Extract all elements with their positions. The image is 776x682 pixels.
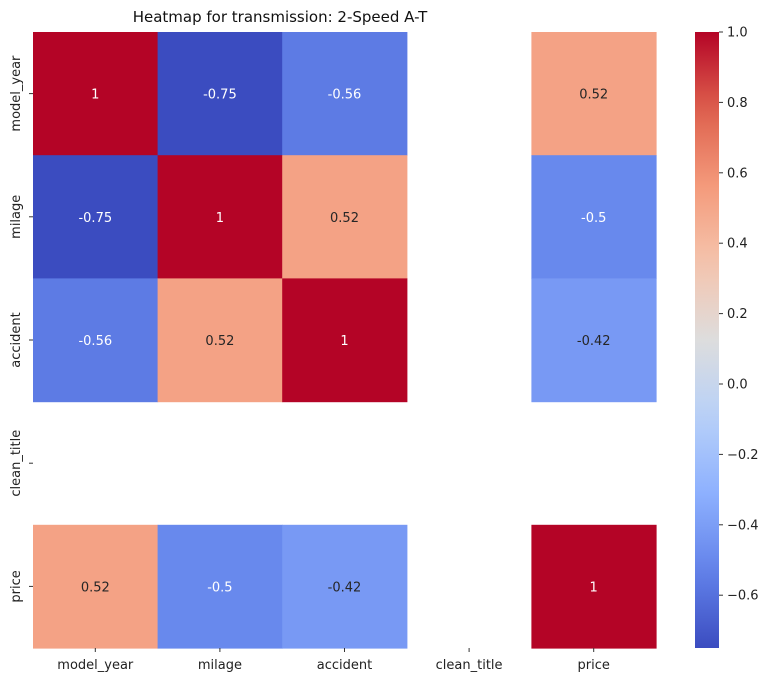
cell-value-label: -0.75	[203, 88, 237, 103]
colorbar-tick-label: −0.4	[727, 518, 759, 533]
y-tick-label: milage	[9, 195, 24, 239]
cell-value-label: 1	[590, 580, 598, 595]
heatmap-cell-accident-price	[531, 278, 657, 403]
y-tick-label: clean_title	[9, 430, 24, 497]
y-tick-label: accident	[9, 312, 24, 367]
colorbar-tick-label: −0.6	[727, 589, 759, 604]
heatmap-cell-model_year-accident	[282, 32, 408, 156]
heatmap-cell-milage-accident	[282, 155, 408, 279]
heatmap-cell-accident-model_year	[33, 278, 159, 403]
heatmap-cell-accident-accident	[282, 278, 408, 403]
chart-title: Heatmap for transmission: 2-Speed A-T	[133, 8, 428, 26]
heatmap-cells	[33, 32, 657, 649]
cell-value-label: -0.5	[581, 211, 606, 226]
heatmap-cell-labels: 1 -0.75 -0.56 0.52 -0.75 1 0.52 -0.5 -0.56 0.52 1 -…	[78, 88, 610, 596]
cell-value-label: -0.75	[78, 211, 112, 226]
cell-value-label: 0.52	[205, 334, 234, 349]
heatmap-cell-milage-milage	[157, 155, 283, 279]
colorbar-tick-label: 0.2	[727, 307, 748, 322]
cell-value-label: 1	[340, 334, 348, 349]
colorbar-tick-label: −0.2	[727, 448, 759, 463]
heatmap-cell-price-milage	[157, 524, 283, 649]
cell-value-label: -0.42	[577, 334, 611, 349]
x-axis: model_year milage accident clean_title price	[57, 648, 610, 673]
cell-value-label: 1	[91, 88, 99, 103]
colorbar-tick-label: 0.4	[727, 237, 748, 252]
cell-value-label: 0.52	[330, 211, 359, 226]
x-tick-label: accident	[317, 658, 372, 673]
heatmap-cell-price-price	[531, 524, 657, 649]
heatmap-cell-accident-milage	[157, 278, 283, 403]
cell-value-label: -0.56	[78, 334, 112, 349]
x-tick-label: clean_title	[436, 658, 503, 673]
colorbar-tick-label: 0.6	[727, 166, 748, 181]
heatmap-cell-milage-model_year	[33, 155, 159, 279]
colorbar-gradient	[695, 32, 719, 648]
colorbar: 1.0 0.8 0.6 0.4 0.2 0.0 −0.2 −0.4 −0.6	[695, 26, 759, 648]
colorbar-tick-label: 0.8	[727, 96, 748, 111]
heatmap-cell-price-accident	[282, 524, 408, 649]
heatmap-cell-model_year-milage	[157, 32, 283, 156]
cell-value-label: 1	[216, 211, 224, 226]
x-tick-label: model_year	[57, 658, 134, 673]
heatmap-cell-model_year-price	[531, 32, 657, 156]
colorbar-tick-label: 0.0	[727, 378, 748, 393]
y-tick-label: model_year	[9, 55, 24, 132]
heatmap-cell-milage-price	[531, 155, 657, 279]
x-tick-label: price	[578, 658, 610, 673]
x-tick-label: milage	[198, 658, 242, 673]
cell-value-label: 0.52	[81, 580, 110, 595]
cell-value-label: -0.5	[207, 580, 232, 595]
cell-value-label: -0.42	[328, 580, 362, 595]
heatmap-cell-model_year-model_year	[33, 32, 159, 156]
y-tick-label: price	[9, 570, 24, 602]
colorbar-tick-label: 1.0	[727, 26, 748, 41]
cell-value-label: 0.52	[579, 88, 608, 103]
cell-value-label: -0.56	[328, 88, 362, 103]
heatmap-cell-price-model_year	[33, 524, 159, 649]
